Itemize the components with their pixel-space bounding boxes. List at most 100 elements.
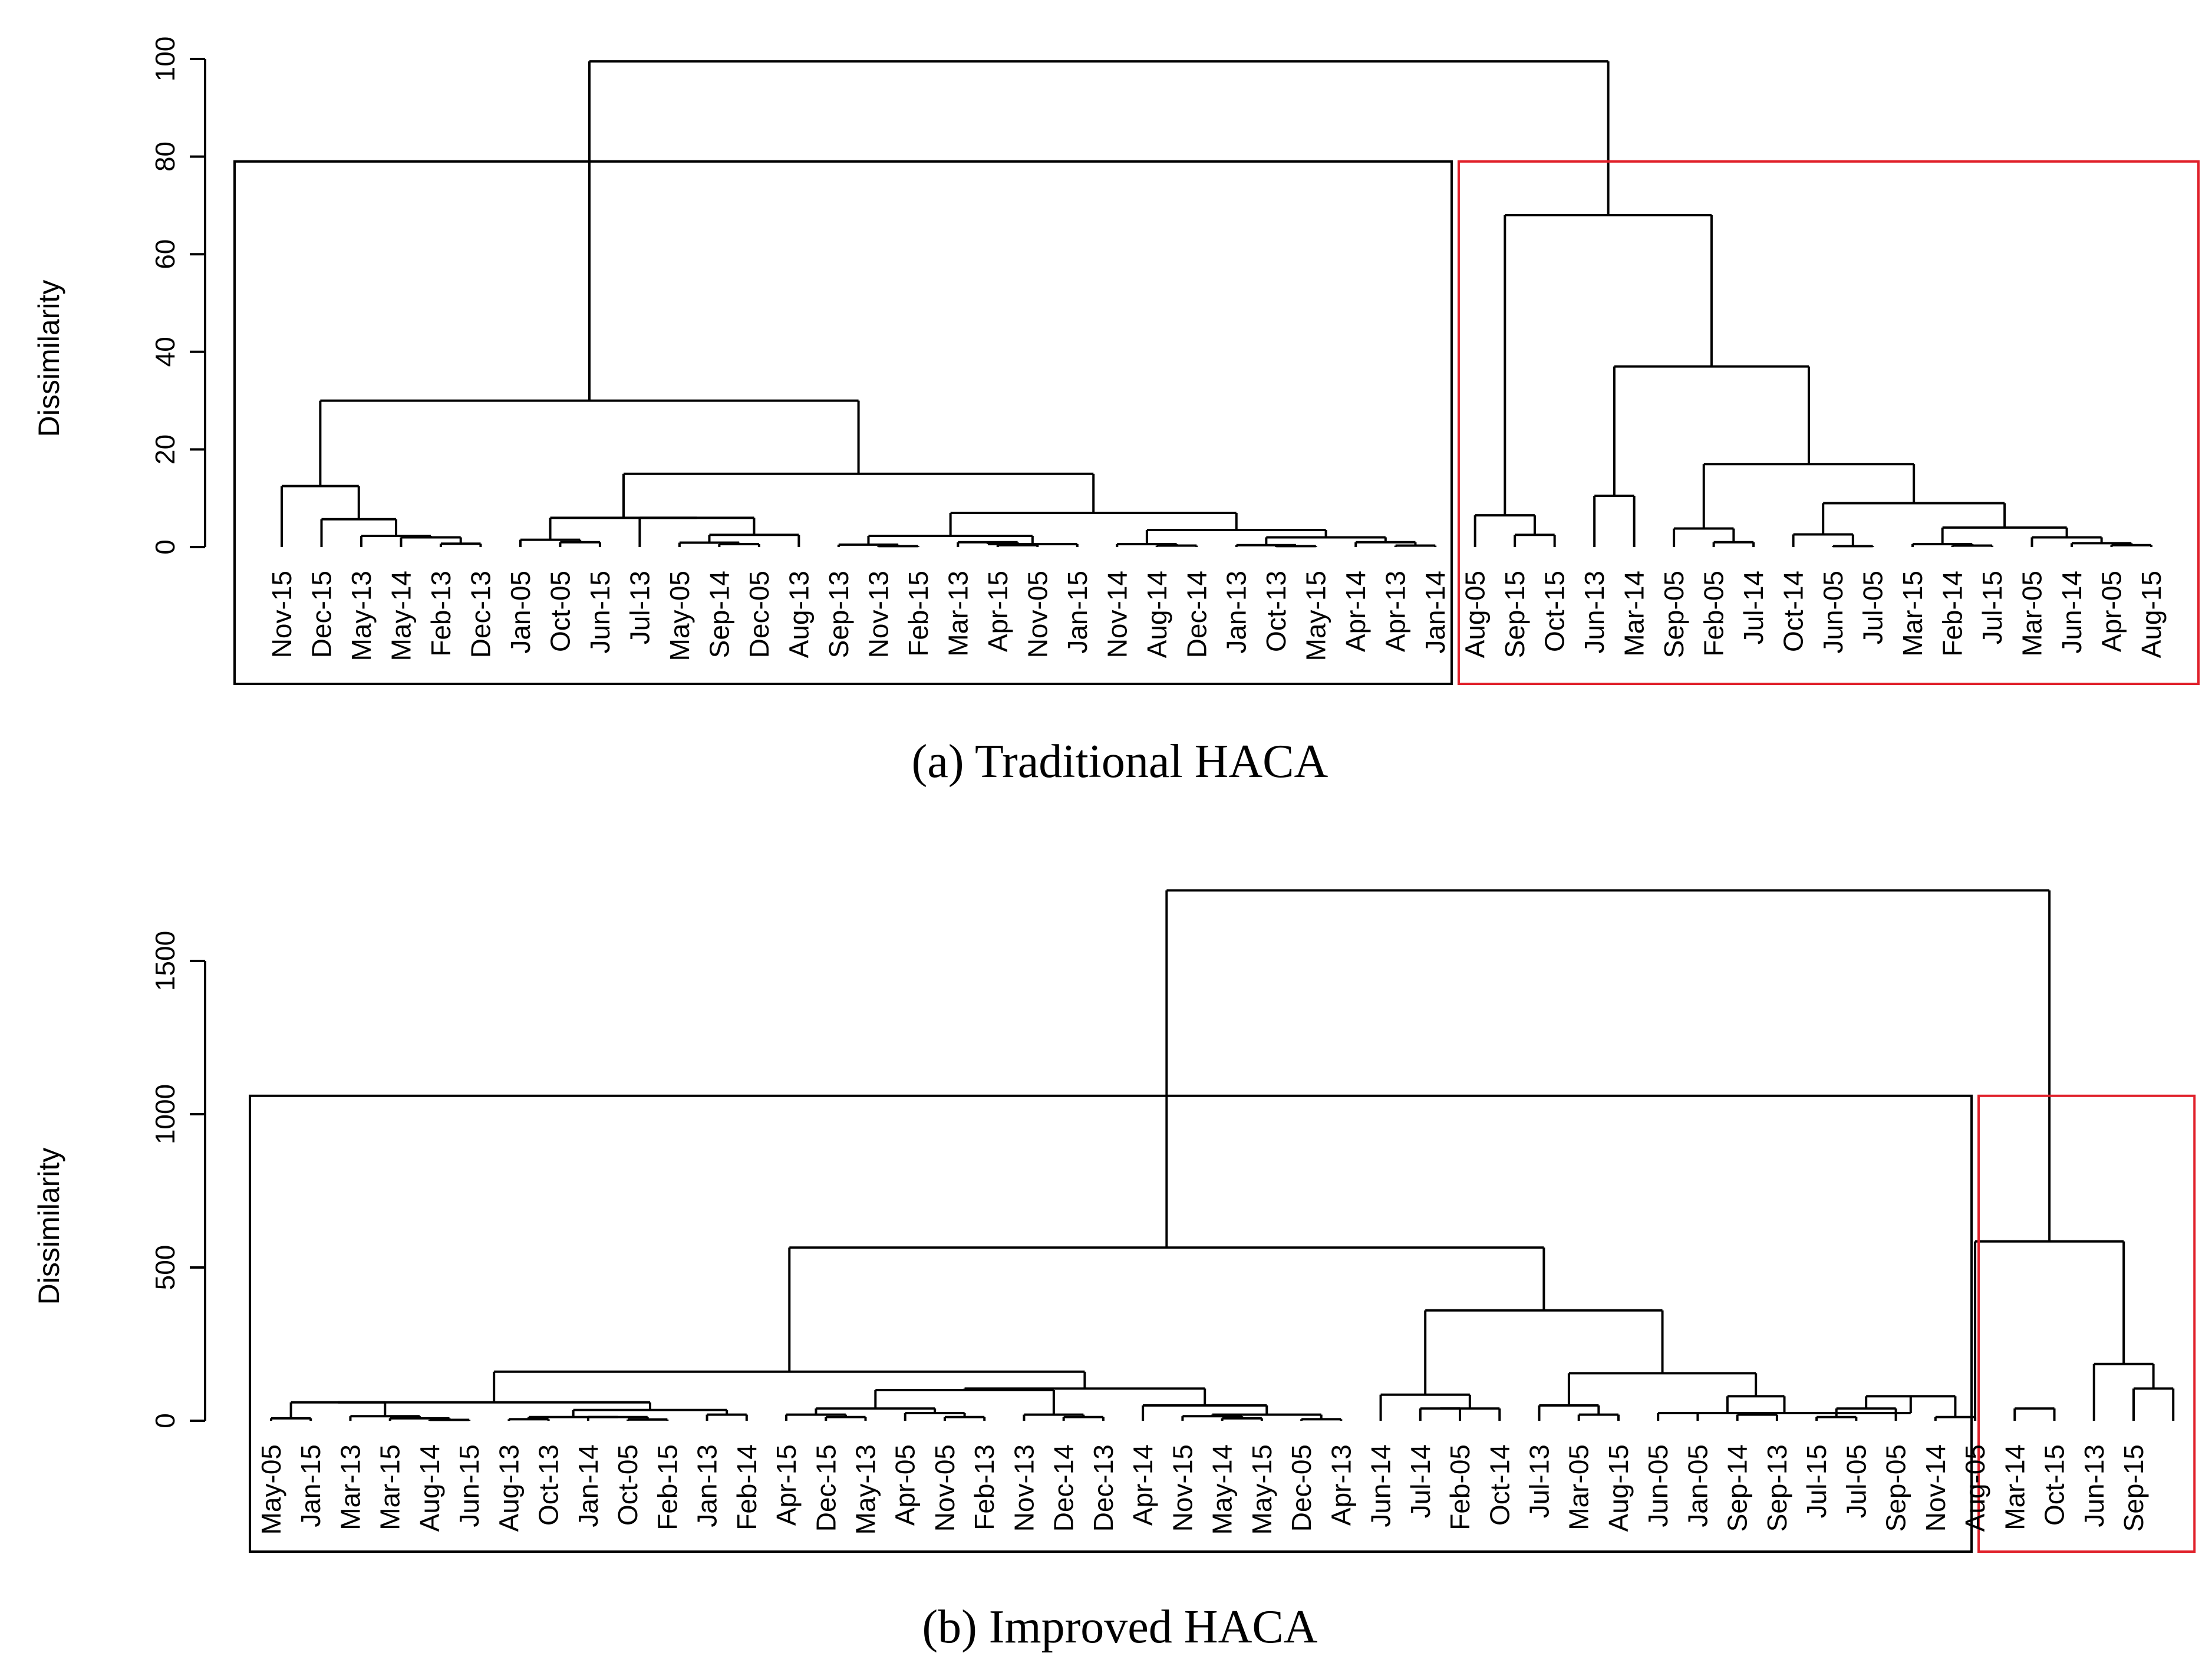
- leaf-label: Sep-05: [1881, 1444, 1911, 1532]
- leaf-label: Oct-13: [533, 1444, 564, 1526]
- leaf-label: May-13: [850, 1444, 881, 1535]
- leaf-label: Sep-14: [1722, 1444, 1753, 1532]
- leaf-label: Apr-15: [771, 1444, 802, 1526]
- leaf-label: Aug-13: [783, 571, 814, 658]
- cluster-box-2: [1457, 160, 2200, 685]
- y-tick-label: 20: [150, 434, 180, 465]
- leaf-label: Nov-13: [1008, 1444, 1039, 1532]
- leaf-label: Jul-13: [624, 571, 655, 644]
- panel-b-caption: (b) Improved HACA: [922, 1601, 1318, 1653]
- y-tick-label: 500: [150, 1245, 180, 1290]
- leaf-label: Jul-13: [1524, 1444, 1554, 1518]
- leaf-label: Jun-15: [454, 1444, 484, 1527]
- leaf-label: Jan-14: [1420, 571, 1451, 654]
- leaf-label: Nov-05: [929, 1444, 960, 1532]
- leaf-label: Aug-05: [1960, 1444, 1990, 1532]
- leaf-label: Jun-13: [1579, 571, 1610, 654]
- panel-b-dendrogram: [270, 889, 2175, 1421]
- leaf-label: Aug-05: [1460, 571, 1491, 658]
- cluster-box-1: [249, 1094, 1973, 1553]
- leaf-label: Jun-05: [1818, 571, 1848, 654]
- y-tick-label: 40: [150, 337, 180, 367]
- y-tick-label: 60: [150, 239, 180, 269]
- panel-a-caption: (a) Traditional HACA: [912, 736, 1328, 788]
- leaf-label: Feb-13: [969, 1444, 1000, 1530]
- leaf-label: Feb-14: [731, 1444, 762, 1530]
- leaf-label: Aug-13: [493, 1444, 524, 1532]
- y-tick-label: 1500: [150, 931, 180, 991]
- leaf-label: Jun-15: [585, 571, 615, 654]
- leaf-label: Oct-14: [1778, 571, 1809, 652]
- leaf-label: Apr-13: [1326, 1444, 1356, 1526]
- leaf-label: Dec-05: [1286, 1444, 1317, 1532]
- leaf-label: Apr-05: [890, 1444, 921, 1526]
- leaf-label: Oct-05: [612, 1444, 643, 1526]
- leaf-label: Apr-14: [1340, 571, 1371, 652]
- leaf-label: Feb-14: [1937, 571, 1968, 657]
- leaf-label: Jun-13: [2079, 1444, 2109, 1527]
- leaf-label: Jan-15: [1062, 571, 1093, 654]
- leaf-label: Sep-05: [1659, 571, 1689, 658]
- leaf-label: Dec-14: [1049, 1444, 1079, 1532]
- leaf-label: May-05: [256, 1444, 286, 1535]
- leaf-label: May-15: [1301, 571, 1331, 661]
- leaf-label: Dec-13: [1088, 1444, 1119, 1532]
- leaf-label: Apr-14: [1128, 1444, 1158, 1526]
- leaf-label: Mar-05: [2017, 571, 2048, 657]
- leaf-label: Jun-14: [1366, 1444, 1396, 1527]
- leaf-label: Jul-15: [1977, 571, 2007, 644]
- leaf-label: Oct-15: [1540, 571, 1570, 652]
- leaf-label: Apr-05: [2096, 571, 2127, 652]
- leaf-label: May-14: [1207, 1444, 1238, 1535]
- leaf-label: Jul-14: [1405, 1444, 1436, 1518]
- leaf-label: Jul-05: [1858, 571, 1888, 644]
- leaf-label: Dec-15: [306, 571, 337, 658]
- leaf-label: Sep-13: [1762, 1444, 1792, 1532]
- leaf-label: Jan-13: [1221, 571, 1252, 654]
- y-tick-label: 1000: [150, 1084, 180, 1144]
- leaf-label: Oct-14: [1484, 1444, 1515, 1526]
- leaf-label: Aug-14: [414, 1444, 445, 1532]
- leaf-label: Sep-13: [823, 571, 854, 658]
- panel-a-leaf-labels: Nov-15 Dec-15 May-13 May-14 Feb-13 Dec-13 Jan-…: [266, 571, 2167, 661]
- leaf-label: Jul-15: [1801, 1444, 1832, 1518]
- leaf-label: May-05: [664, 571, 695, 661]
- panel-a-y-ticks: 0 20 40 60 80 100: [150, 37, 205, 555]
- leaf-label: Jul-14: [1738, 571, 1769, 644]
- leaf-label: Nov-05: [1022, 571, 1053, 658]
- leaf-label: Mar-13: [335, 1444, 365, 1530]
- leaf-label: Mar-13: [942, 571, 973, 657]
- panel-b-y-ticks: 0 500 1000 1500: [150, 931, 205, 1428]
- panel-a-traditional-haca: 0 20 40 60 80 100 Dissimilarity Nov-15 Dec-15 M…: [32, 37, 2200, 788]
- panel-b-y-axis-label: Dissimilarity: [32, 1148, 65, 1305]
- leaf-label: Jul-05: [1841, 1444, 1871, 1518]
- leaf-label: Jun-05: [1643, 1444, 1673, 1527]
- leaf-label: Oct-05: [545, 571, 575, 652]
- leaf-label: Mar-05: [1564, 1444, 1594, 1530]
- panel-b-leaf-labels: May-05 Jan-15 Mar-13 Mar-15 Aug-14 Jun-15 Aug-…: [256, 1444, 2149, 1535]
- leaf-label: Nov-14: [1102, 571, 1132, 658]
- leaf-label: Feb-15: [903, 571, 934, 657]
- leaf-label: Nov-15: [266, 571, 297, 658]
- leaf-label: Jan-14: [573, 1444, 604, 1527]
- panel-a-cluster-boxes: [233, 160, 2200, 685]
- leaf-label: Jan-05: [1682, 1444, 1713, 1527]
- leaf-label: Feb-15: [652, 1444, 683, 1530]
- cluster-box-1: [233, 160, 1453, 685]
- leaf-label: Jan-15: [295, 1444, 326, 1527]
- leaf-label: Dec-05: [744, 571, 774, 658]
- leaf-label: Oct-15: [2039, 1444, 2070, 1526]
- leaf-label: Feb-05: [1699, 571, 1729, 657]
- leaf-label: Dec-14: [1181, 571, 1212, 658]
- leaf-label: Sep-15: [1499, 571, 1530, 658]
- leaf-label: Aug-15: [2136, 571, 2167, 658]
- leaf-label: May-15: [1247, 1444, 1277, 1535]
- leaf-label: Jun-14: [2056, 571, 2087, 654]
- y-tick-label: 0: [150, 539, 180, 555]
- leaf-label: Oct-13: [1261, 571, 1291, 652]
- leaf-label: Mar-15: [375, 1444, 406, 1530]
- cluster-box-2: [1977, 1094, 2196, 1553]
- y-tick-label: 80: [150, 141, 180, 172]
- leaf-label: Nov-14: [1920, 1444, 1951, 1532]
